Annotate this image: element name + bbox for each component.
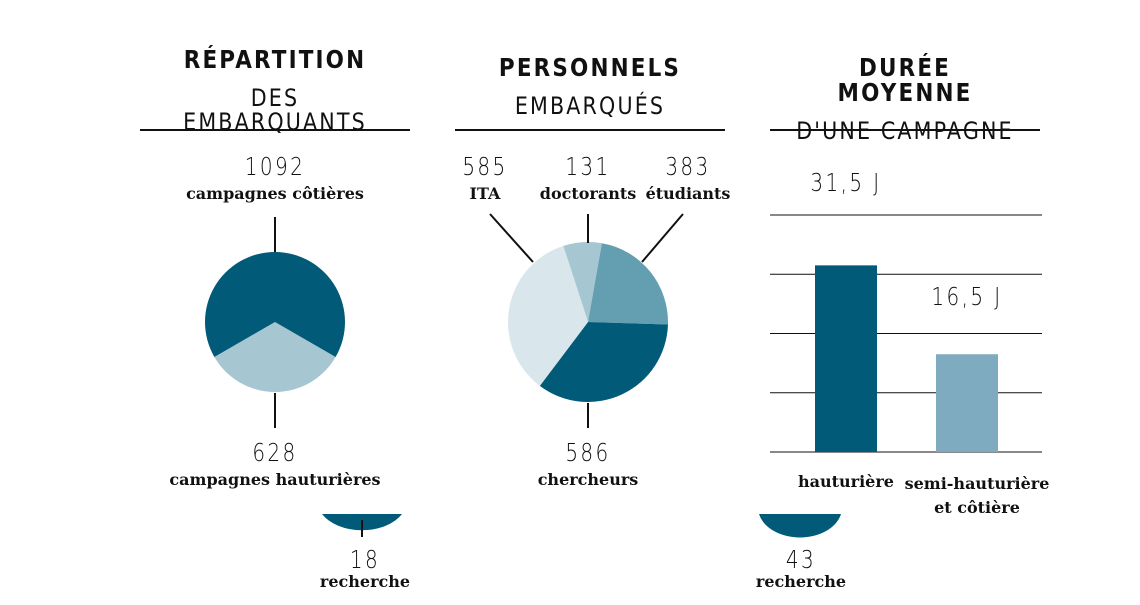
bar-semi-hauturiere	[936, 354, 998, 452]
title-rule	[455, 129, 725, 131]
pie2-value-etudiants: 383	[665, 152, 711, 181]
pie1-value-research: 18	[349, 545, 381, 574]
pie2-value-research: 43	[785, 545, 817, 574]
pie2-slice-etudiants	[588, 243, 668, 325]
title-line-1: RÉPARTITION	[183, 45, 367, 74]
pie2-leader-ita	[489, 213, 534, 263]
pie2-label-research: recherche	[755, 572, 847, 591]
pie1-label-coastal: campagnes côtières	[186, 184, 364, 203]
pie2-label-ita: ITA	[469, 184, 501, 203]
bar-category-hauturiere: hauturière	[798, 472, 894, 491]
title-line-2: D'UNE CAMPAGNE	[796, 117, 1014, 145]
bar-hauturiere	[815, 265, 877, 452]
pie2-label-etudiants: étudiants	[645, 184, 731, 203]
pie2-label-doctorants: doctorants	[539, 184, 637, 203]
panel-title-duree: DURÉE MOYENNE D'UNE CAMPAGNE	[770, 55, 1040, 143]
pie1-value-offshore: 628	[252, 438, 298, 467]
pie2-slice-research	[759, 514, 841, 538]
pie2-value-ita: 585	[462, 152, 508, 181]
bar-value-label-semi: 16,5 J	[931, 282, 1003, 311]
pie2-leader-etudiants	[641, 213, 684, 263]
bar-category-semi: semi-hauturière et côtière	[904, 474, 1050, 517]
title-rule	[770, 129, 1040, 131]
pie2-label-chercheurs: chercheurs	[537, 470, 639, 489]
pie1-label-research: recherche	[319, 572, 411, 591]
title-line-2: EMBARQUÉS	[514, 92, 666, 120]
pie1-slice-coastal	[205, 252, 345, 357]
pie2-value-doctorants: 131	[565, 152, 611, 181]
title-line-1: DURÉE MOYENNE	[837, 53, 973, 107]
pie2-value-chercheurs: 586	[565, 438, 611, 467]
title-rule	[140, 129, 410, 131]
pie1-label-offshore: campagnes hauturières	[169, 470, 381, 489]
title-line-1: PERSONNELS	[498, 53, 682, 82]
panel-title-personnels: PERSONNELS EMBARQUÉS	[455, 55, 725, 118]
pie2-slice-ita	[508, 245, 588, 386]
bar-value-label-hauturiere: 31,5 J	[810, 168, 882, 197]
pie2-slice-chercheurs	[539, 322, 668, 402]
pie1-value-coastal: 1092	[244, 152, 306, 181]
pie2-slice-doctorants	[563, 242, 602, 322]
